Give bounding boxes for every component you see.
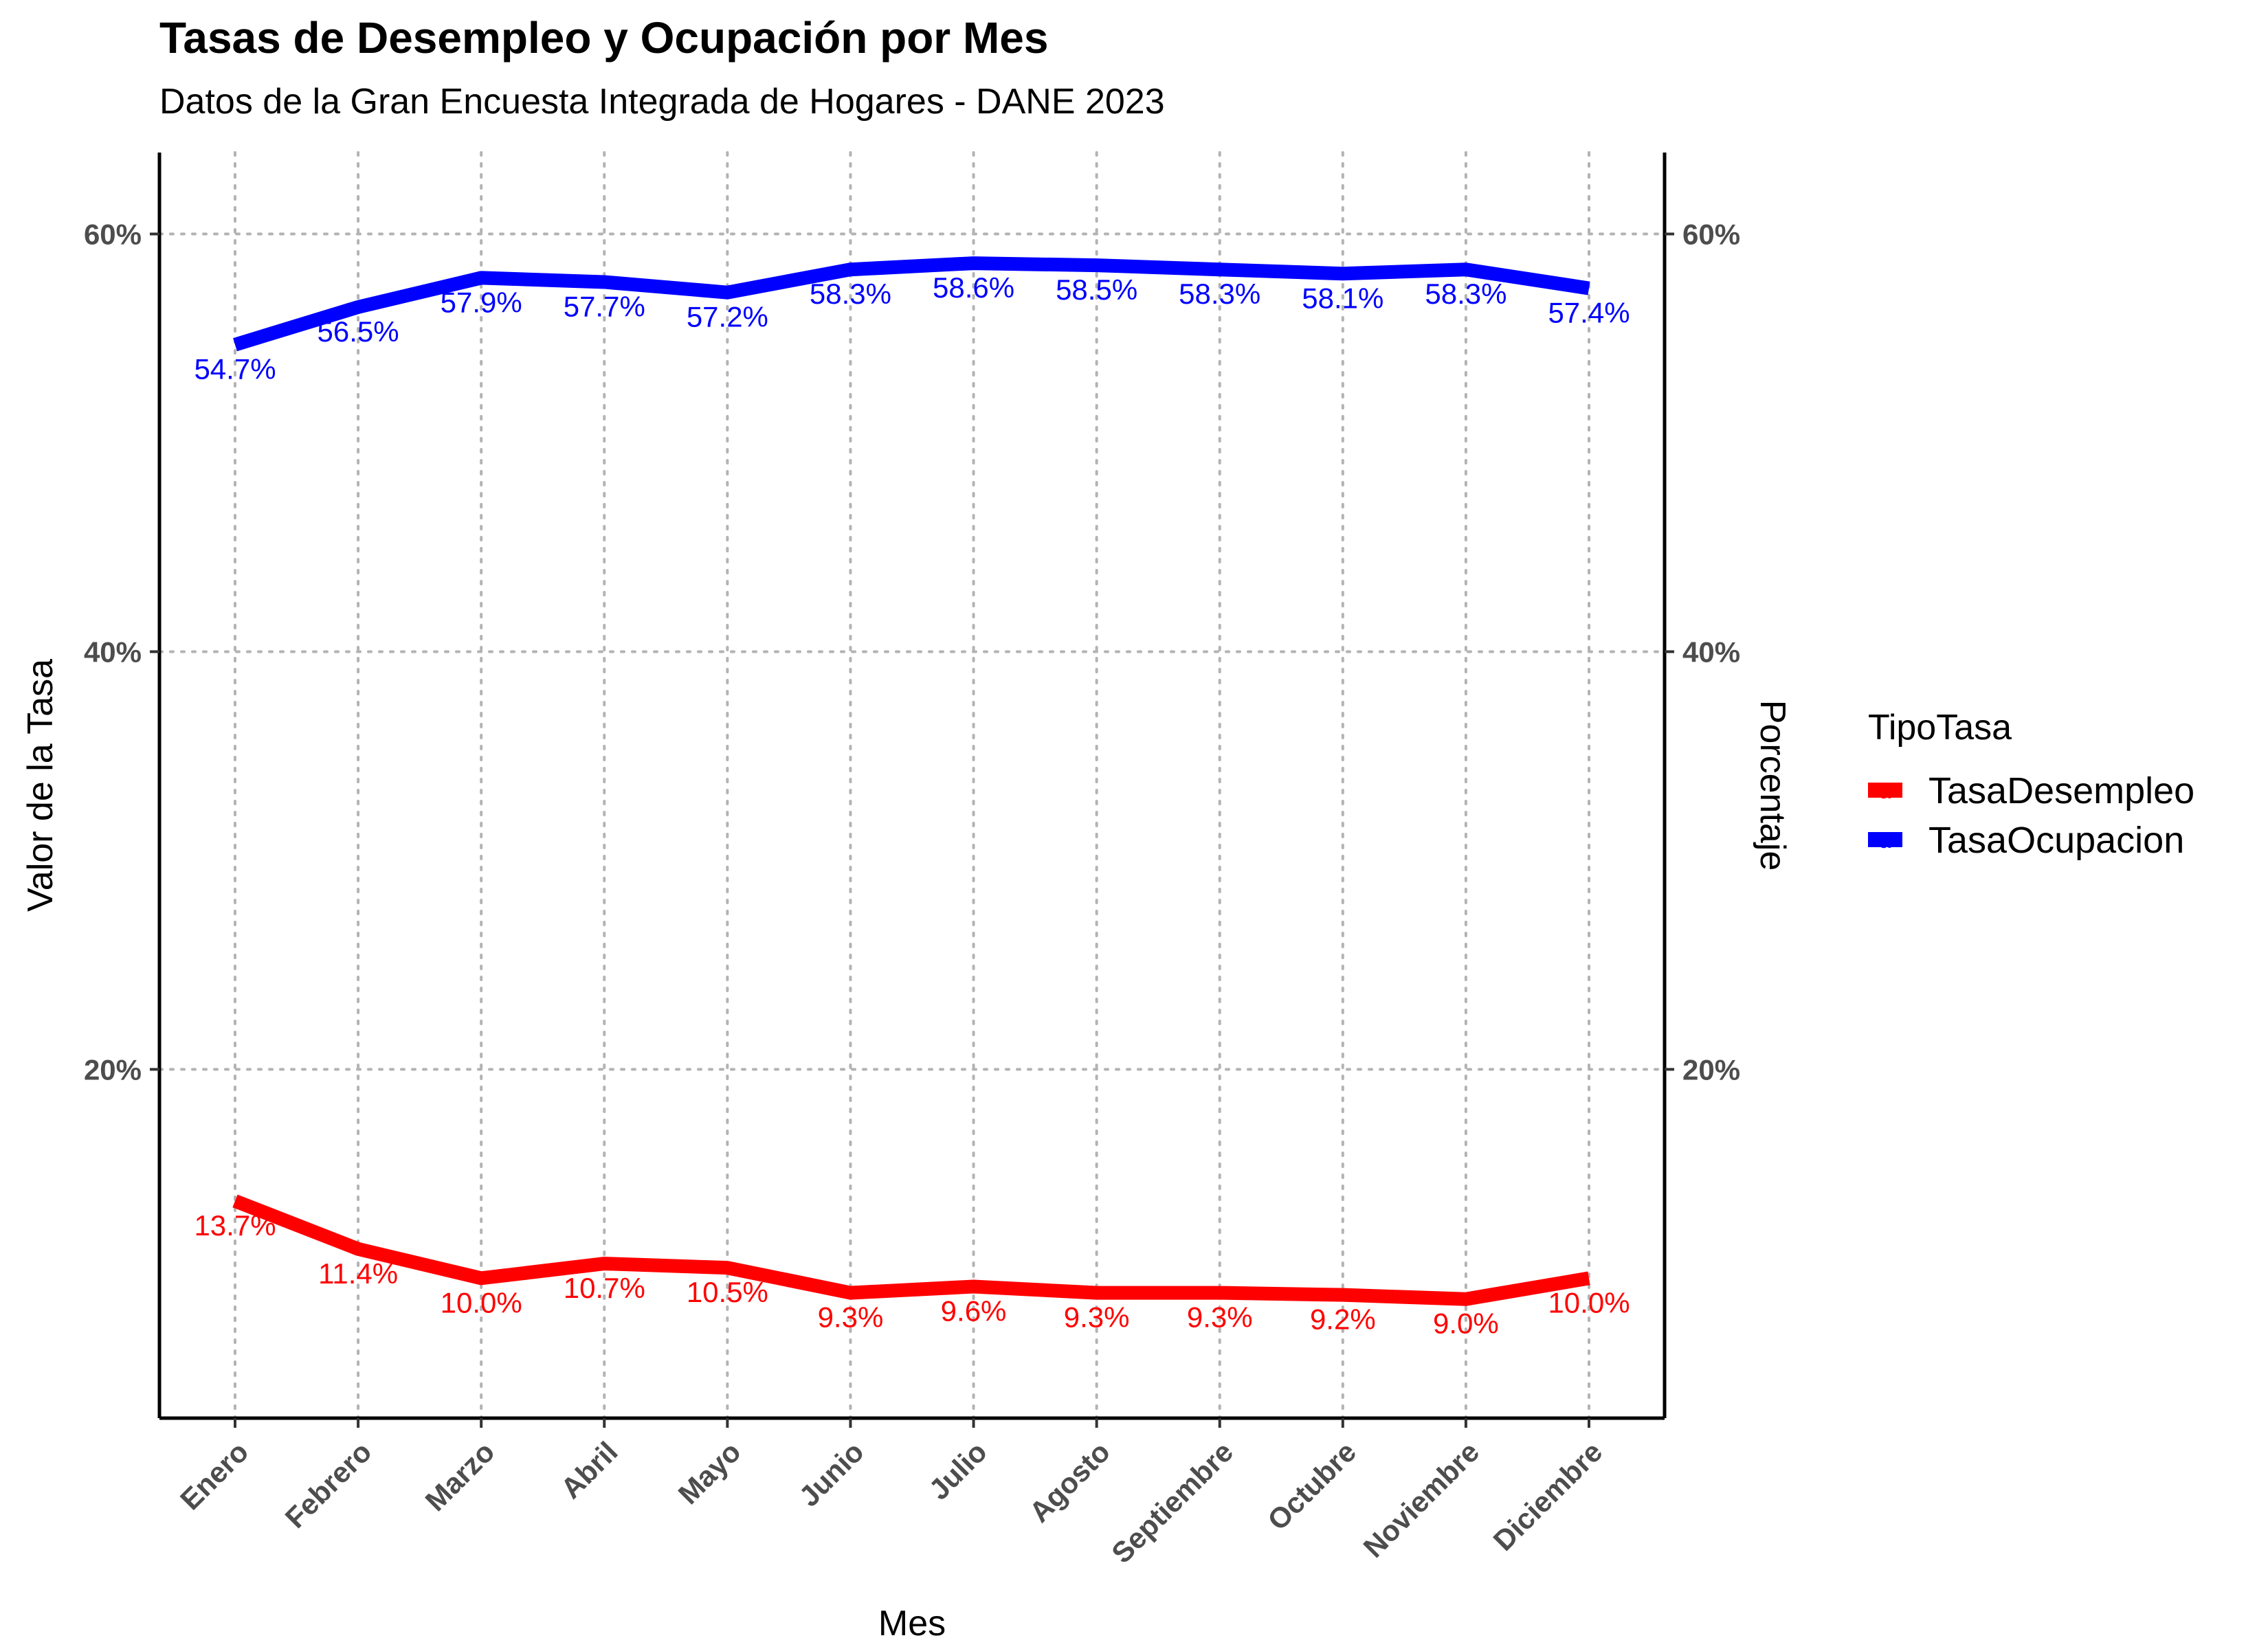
grid-layer: [158, 151, 1666, 1420]
series-lines: [232, 256, 1590, 1306]
y-tick-label: 40%: [84, 636, 142, 668]
right-y-axis-title: Porcentaje: [1753, 700, 1792, 871]
data-label: 57.7%: [564, 290, 645, 322]
x-tick-label: Marzo: [419, 1435, 500, 1517]
data-label: 58.3%: [810, 278, 891, 310]
data-label: 10.0%: [441, 1286, 522, 1319]
left-y-ticks: 20% 40% 60%: [84, 218, 159, 1086]
x-axis-title: Mes: [878, 1604, 946, 1644]
legend: TipoTasa a TasaDesempleo a TasaOcupacion: [1868, 708, 2194, 861]
right-y-tick-label: 60%: [1682, 218, 1740, 251]
right-y-tick-label: 20%: [1682, 1053, 1740, 1086]
x-tick-label: Septiembre: [1105, 1435, 1239, 1569]
x-tick-label: Noviembre: [1357, 1435, 1486, 1564]
data-label: 57.9%: [441, 286, 522, 318]
data-label: 58.5%: [1056, 273, 1137, 306]
series-line-TasaDesempleo: [232, 1194, 1590, 1306]
chart-subtitle: Datos de la Gran Encuesta Integrada de H…: [159, 82, 1165, 122]
data-label: 56.5%: [318, 315, 399, 348]
y-tick-label: 60%: [84, 218, 142, 251]
legend-label: TasaOcupacion: [1928, 820, 2184, 861]
x-tick-label: Diciembre: [1487, 1435, 1609, 1557]
y-axis-title: Valor de la Tasa: [21, 659, 60, 912]
data-label: 13.7%: [194, 1209, 276, 1242]
data-label: 58.6%: [933, 271, 1014, 304]
legend-key-glyph: a: [1880, 781, 1891, 803]
legend-label: TasaDesempleo: [1928, 770, 2194, 811]
data-label: 54.7%: [194, 353, 276, 385]
x-tick-label: Mayo: [672, 1435, 747, 1510]
data-label: 9.3%: [1187, 1301, 1253, 1334]
x-tick-label: Abril: [555, 1435, 624, 1505]
axes-layer: [157, 153, 1667, 1420]
y-tick-label: 20%: [84, 1053, 142, 1086]
x-tick-label: Julio: [922, 1435, 993, 1506]
data-label: 57.4%: [1548, 297, 1630, 329]
data-label: 9.2%: [1310, 1303, 1376, 1336]
data-label: 9.0%: [1433, 1308, 1499, 1340]
data-label: 9.3%: [1064, 1301, 1130, 1334]
right-y-ticks: 20% 40% 60%: [1665, 218, 1740, 1086]
x-tick-label: Febrero: [279, 1435, 378, 1534]
x-tick-label: Junio: [792, 1435, 869, 1512]
data-label: 10.0%: [1548, 1286, 1630, 1319]
data-label: 57.2%: [687, 301, 768, 333]
data-label: 58.3%: [1425, 278, 1507, 310]
legend-key-glyph: a: [1880, 830, 1891, 853]
x-tick-label: Enero: [174, 1435, 254, 1516]
x-ticks: Enero Febrero Marzo Abril Mayo Junio Julio Agos…: [174, 1418, 1608, 1569]
legend-key-TasaDesempleo: [1868, 783, 1902, 798]
right-y-tick-label: 40%: [1682, 636, 1740, 668]
legend-key-TasaOcupacion: [1868, 832, 1902, 847]
series-line-TasaOcupacion: [233, 256, 1590, 352]
data-label: 10.5%: [687, 1276, 768, 1308]
x-tick-label: Agosto: [1023, 1435, 1116, 1529]
data-label: 58.3%: [1179, 278, 1260, 310]
legend-title: TipoTasa: [1868, 708, 2012, 748]
data-label: 9.6%: [941, 1295, 1007, 1327]
data-label: 9.3%: [818, 1301, 884, 1334]
chart-title: Tasas de Desempleo y Ocupación por Mes: [159, 13, 1049, 63]
data-label: 58.1%: [1302, 282, 1383, 314]
data-label: 10.7%: [564, 1272, 645, 1304]
data-label: 11.4%: [318, 1257, 398, 1290]
x-tick-label: Octubre: [1261, 1435, 1362, 1536]
data-labels: 13.7% 11.4% 10.0% 10.7% 10.5% 9.3% 9.6% 9.3% 9.3…: [194, 271, 1630, 1340]
